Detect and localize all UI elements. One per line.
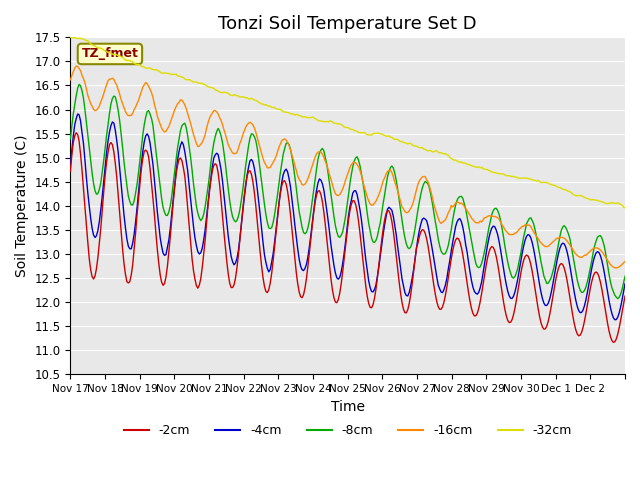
Legend: -2cm, -4cm, -8cm, -16cm, -32cm: -2cm, -4cm, -8cm, -16cm, -32cm (118, 420, 577, 442)
X-axis label: Time: Time (331, 400, 365, 414)
Text: TZ_fmet: TZ_fmet (81, 48, 138, 60)
Title: Tonzi Soil Temperature Set D: Tonzi Soil Temperature Set D (218, 15, 477, 33)
Y-axis label: Soil Temperature (C): Soil Temperature (C) (15, 134, 29, 277)
